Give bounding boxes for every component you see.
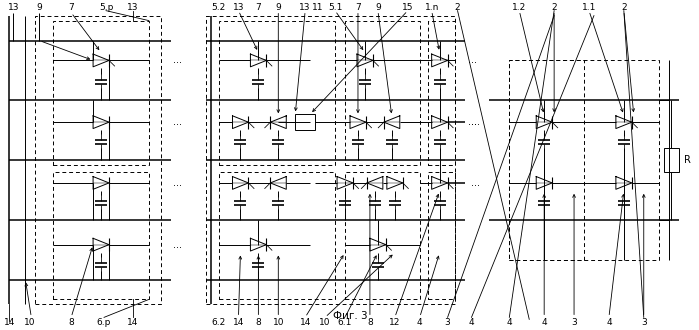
Text: 14: 14 (233, 318, 244, 327)
Text: 6.1: 6.1 (338, 318, 352, 327)
Text: ...: ... (468, 55, 477, 65)
Text: 13: 13 (127, 3, 138, 12)
Text: 2: 2 (455, 3, 461, 12)
Text: 3: 3 (445, 318, 450, 327)
Text: 2: 2 (552, 3, 557, 12)
Text: Фиг. 3: Фиг. 3 (333, 311, 367, 321)
Text: 5.1: 5.1 (328, 3, 343, 12)
Text: 8: 8 (69, 318, 74, 327)
Text: 9: 9 (36, 3, 42, 12)
Bar (663, 148, 679, 172)
Text: 1.2: 1.2 (512, 3, 526, 12)
Text: 1.n: 1.n (424, 3, 439, 12)
Text: 11: 11 (312, 3, 324, 12)
Text: 5.p: 5.p (99, 3, 113, 12)
Text: ...: ... (173, 117, 182, 127)
Text: 4: 4 (417, 318, 422, 327)
Text: 8: 8 (256, 318, 261, 327)
Text: 4: 4 (468, 318, 475, 327)
Text: 5.2: 5.2 (211, 3, 226, 12)
Text: 14: 14 (299, 318, 311, 327)
Text: 9: 9 (375, 3, 381, 12)
Text: 15: 15 (402, 3, 414, 12)
Text: 4: 4 (507, 318, 512, 327)
Text: ...: ... (472, 117, 480, 127)
Text: 7: 7 (256, 3, 261, 12)
Text: 6.p: 6.p (97, 318, 111, 327)
Text: 4: 4 (606, 318, 612, 327)
Text: 3: 3 (641, 318, 647, 327)
Text: 14: 14 (127, 318, 138, 327)
Text: 10: 10 (319, 318, 331, 327)
Text: 6.2: 6.2 (211, 318, 226, 327)
Text: 10: 10 (24, 318, 35, 327)
Text: 10: 10 (273, 318, 284, 327)
Bar (295, 114, 315, 130)
Text: ...: ... (472, 178, 480, 188)
Text: 1.1: 1.1 (582, 3, 596, 12)
Text: ...: ... (468, 117, 477, 127)
Text: ...: ... (173, 178, 182, 188)
Text: 13: 13 (233, 3, 244, 12)
Text: 9: 9 (275, 3, 281, 12)
Text: 12: 12 (389, 318, 401, 327)
Text: 2: 2 (621, 3, 626, 12)
Text: ...: ... (173, 55, 182, 65)
Text: 3: 3 (571, 318, 577, 327)
Text: 4: 4 (541, 318, 547, 327)
Text: 13: 13 (299, 3, 311, 12)
Text: ...: ... (173, 240, 182, 250)
Text: 8: 8 (367, 318, 373, 327)
Text: 13: 13 (8, 3, 19, 12)
Text: R: R (684, 155, 691, 165)
Text: 7: 7 (69, 3, 74, 12)
Text: 7: 7 (355, 3, 361, 12)
Text: 14: 14 (3, 318, 15, 327)
